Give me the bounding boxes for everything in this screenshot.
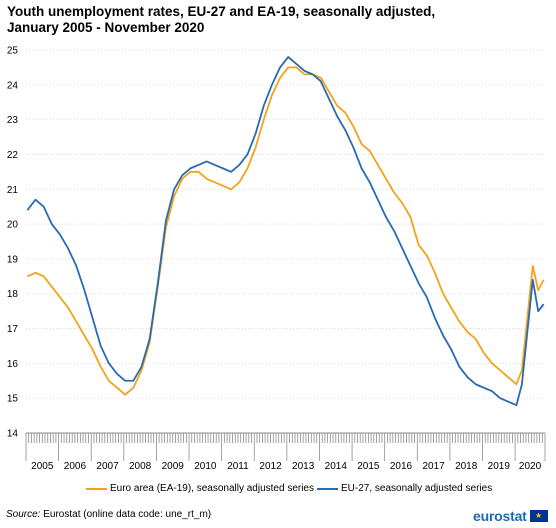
legend-swatch-eu27 (317, 487, 338, 490)
legend-label-ea19: Euro area (EA-19), seasonally adjusted s… (110, 483, 314, 494)
x-tick-label: 2010 (194, 461, 217, 472)
legend-swatch-ea19 (86, 487, 107, 490)
source-label: Source: (6, 509, 41, 520)
y-tick-label: 14 (7, 429, 19, 440)
source-text: Eurostat (online data code: une_rt_m) (43, 509, 212, 520)
y-tick-label: 20 (7, 220, 19, 231)
legend-item-eu27: EU-27, seasonally adjusted series (317, 483, 492, 494)
chart-title-line-2: January 2005 - November 2020 (7, 20, 205, 35)
x-tick-label: 2006 (64, 461, 87, 472)
y-tick-label: 24 (7, 80, 19, 91)
y-tick-label: 19 (7, 254, 19, 265)
x-tick-label: 2015 (357, 461, 380, 472)
y-tick-label: 16 (7, 359, 19, 370)
source-note: Source: Eurostat (online data code: une_… (6, 509, 211, 520)
series-line-eu27 (26, 56, 545, 407)
legend-label-eu27: EU-27, seasonally adjusted series (341, 483, 493, 494)
x-tick-label: 2020 (519, 461, 542, 472)
x-tick-label: 2014 (325, 461, 348, 472)
x-tick-label: 2019 (488, 461, 511, 472)
x-tick-label: 2009 (162, 461, 185, 472)
line-chart: 14 15 16 17 18 19 20 21 22 23 24 25 2005 2006 2007 2008… (7, 46, 546, 472)
x-tick-label: 2018 (455, 461, 478, 472)
y-tick-label: 18 (7, 289, 19, 300)
legend-item-ea19: Euro area (EA-19), seasonally adjusted s… (86, 483, 314, 494)
series-line-ea19 (27, 66, 545, 396)
y-tick-label: 22 (7, 150, 19, 161)
x-tick-label: 2016 (390, 461, 413, 472)
y-tick-label: 21 (7, 185, 19, 196)
x-tick-label: 2005 (31, 461, 54, 472)
x-tick-label: 2012 (259, 461, 282, 472)
x-tick-label: 2011 (227, 461, 249, 472)
x-tick-label: 2007 (96, 461, 119, 472)
chart-legend: Euro area (EA-19), seasonally adjusted s… (0, 483, 556, 497)
y-tick-label: 15 (7, 394, 19, 405)
eurostat-logo: eurostat ★ (473, 508, 548, 524)
y-tick-label: 17 (7, 324, 19, 335)
x-tick-label: 2008 (129, 461, 152, 472)
x-tick-label: 2017 (422, 461, 445, 472)
logo-text: eurostat (473, 508, 527, 524)
y-tick-label: 25 (7, 46, 19, 57)
eu-flag-icon: ★ (529, 510, 548, 522)
y-tick-label: 23 (7, 115, 19, 126)
x-tick-label: 2013 (292, 461, 315, 472)
chart-title: Youth unemployment rates, EU-27 and EA-1… (7, 4, 547, 36)
chart-title-line-1: Youth unemployment rates, EU-27 and EA-1… (7, 4, 436, 19)
